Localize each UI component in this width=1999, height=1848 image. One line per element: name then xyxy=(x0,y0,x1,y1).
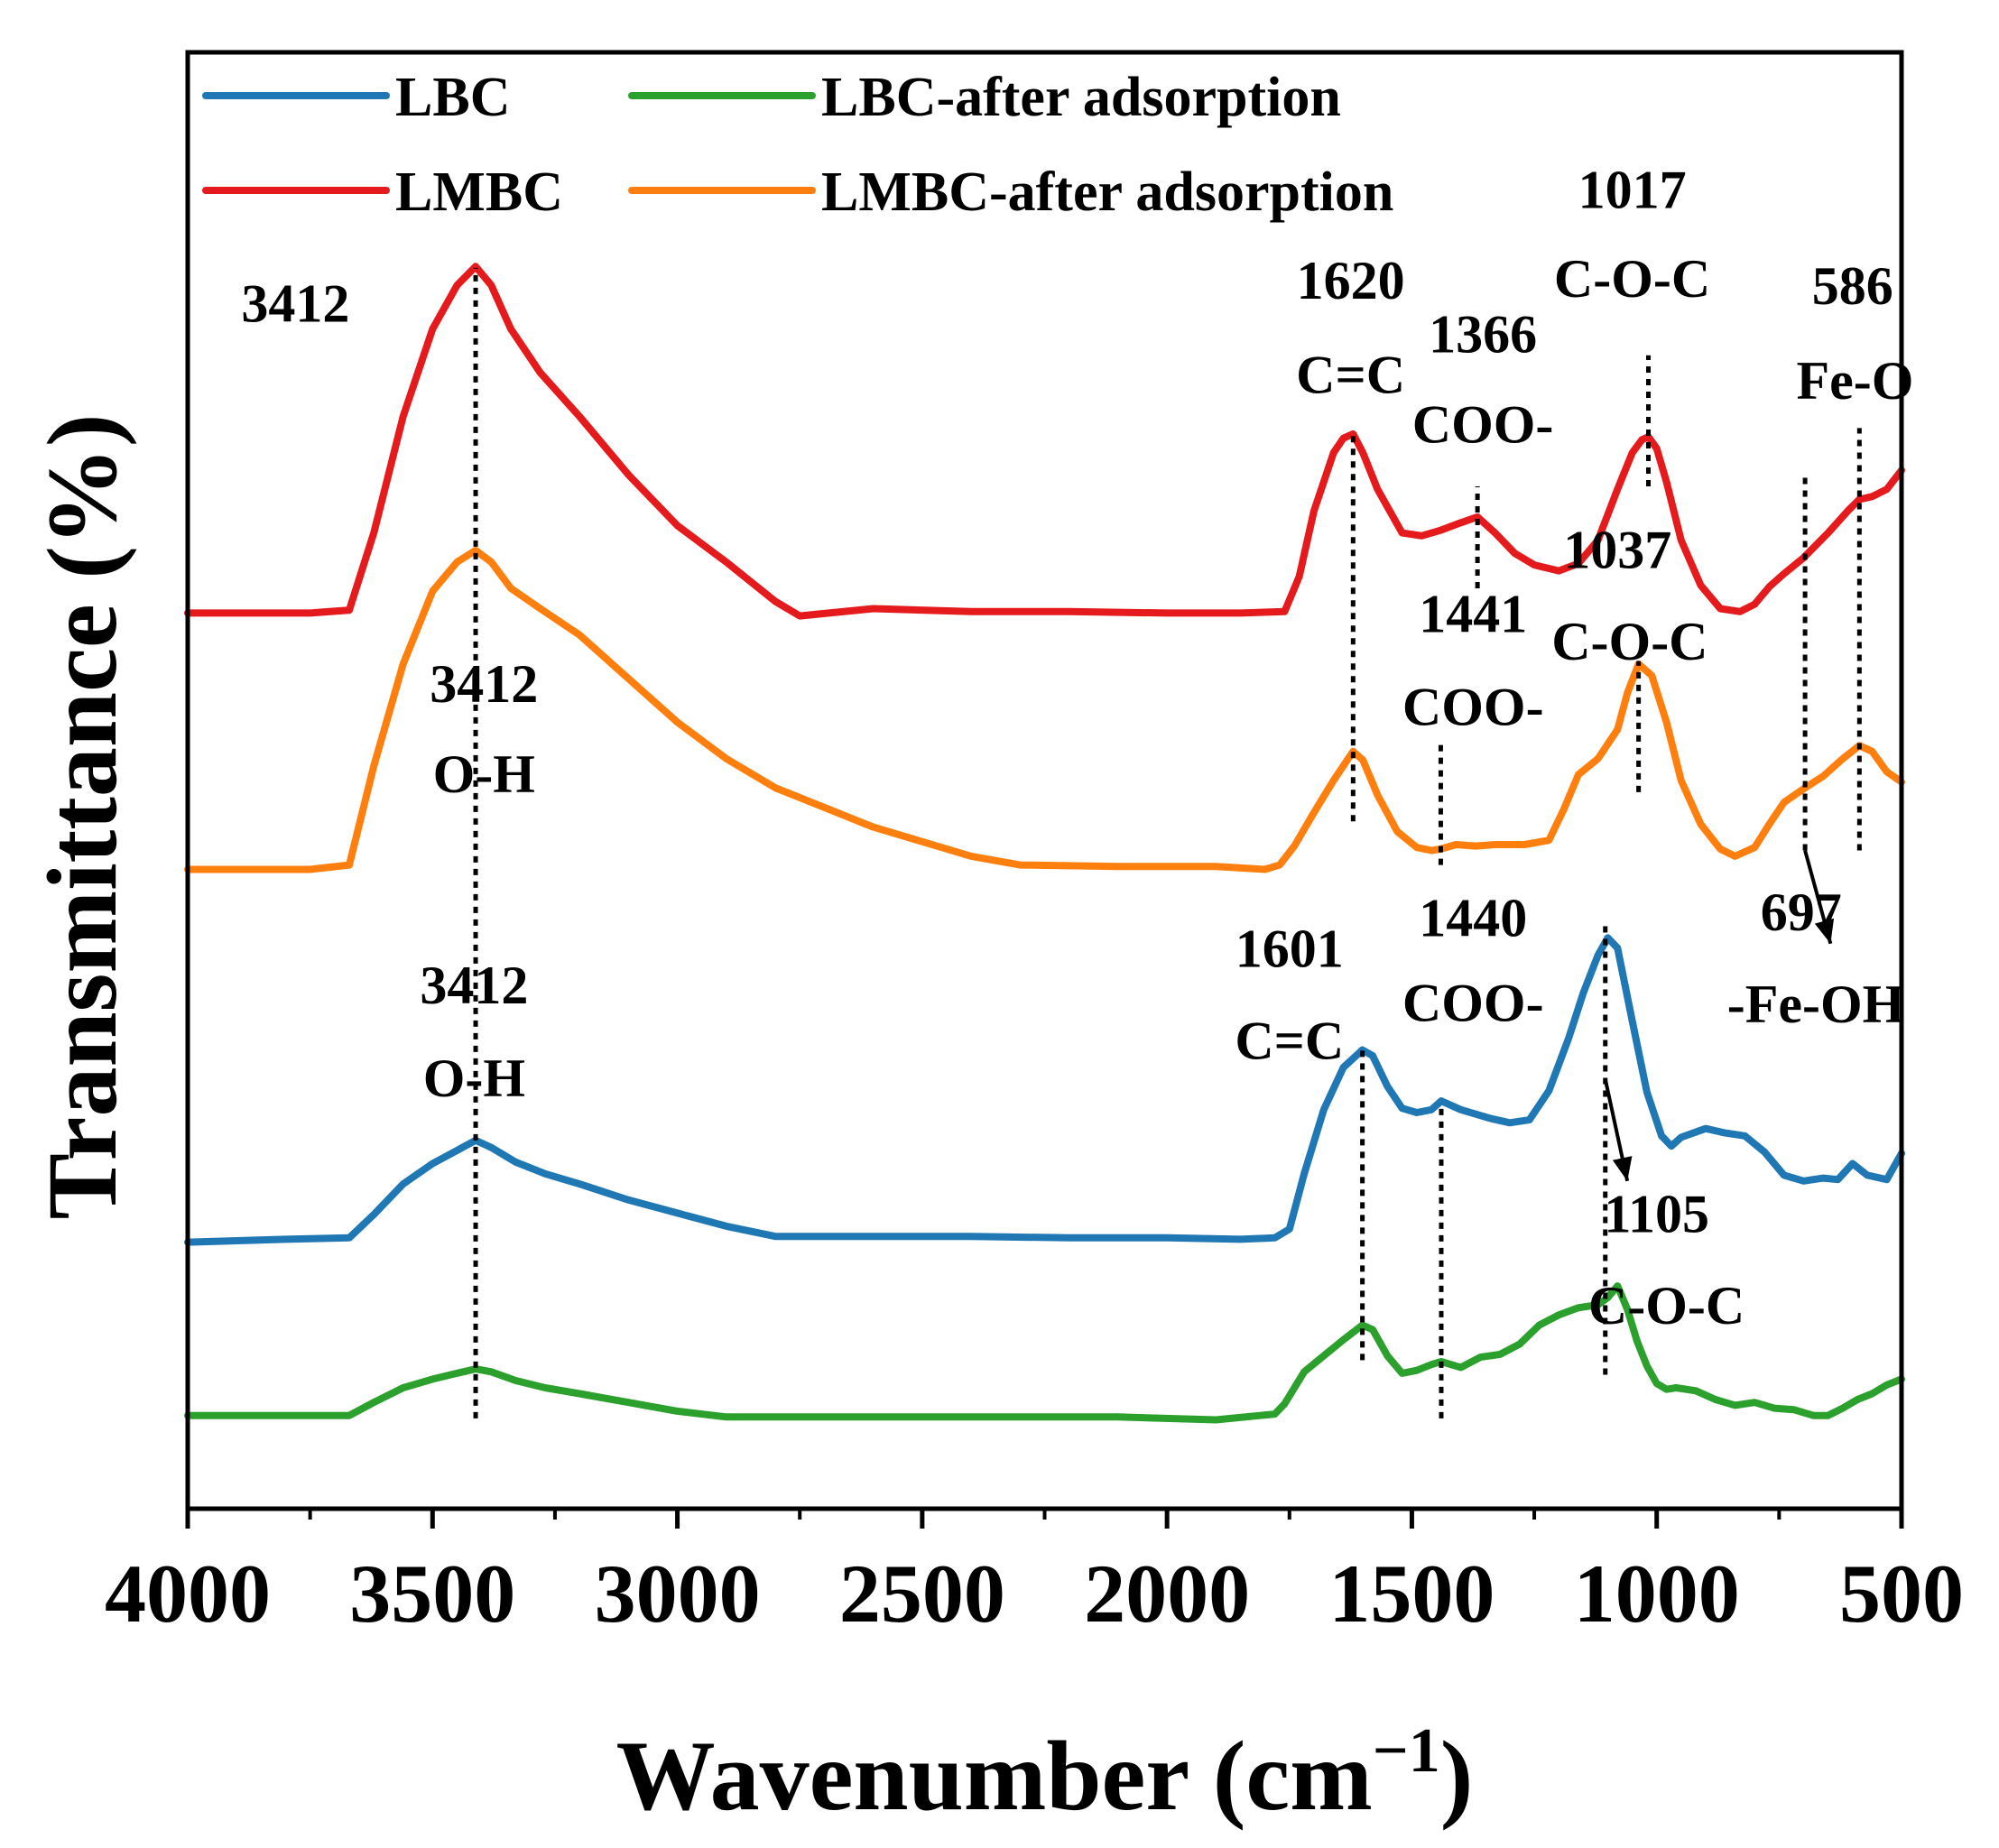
peak-annotation-coo: COO- xyxy=(1402,973,1544,1032)
x-tick-label-4000: 4000 xyxy=(105,1548,271,1640)
peak-annotation-fe-o: Fe-O xyxy=(1796,351,1913,411)
peak-annotation-c-o-c: C-O-C xyxy=(1551,612,1707,671)
reference-line-layer xyxy=(473,267,1862,1418)
peak-annotation-1105: 1105 xyxy=(1604,1184,1709,1243)
x-axis-title-close: ) xyxy=(1440,1721,1474,1831)
peak-annotation-3412: 3412 xyxy=(430,654,538,714)
series-line-lbc-after-adsorption xyxy=(184,1282,1905,1424)
series-layer xyxy=(184,263,1905,1424)
plot-area: 3412 3412 O-H 3412 O-H 1620 C=C 1366 COO- 1441 COO… xyxy=(105,50,1964,1640)
series-line-lmbc-after-adsorption xyxy=(184,547,1905,873)
x-tick-label-2500: 2500 xyxy=(839,1548,1005,1640)
peak-annotation-c-o-c: C-O-C xyxy=(1554,249,1710,309)
peak-annotation-1601: 1601 xyxy=(1235,919,1344,979)
peak-annotation-coo: COO- xyxy=(1402,678,1544,737)
peak-annotation-c-c: C=C xyxy=(1235,1011,1344,1070)
peak-annotation-o-h: O-H xyxy=(433,744,535,804)
peak-annotation-fe-oh: -Fe-OH xyxy=(1727,975,1905,1034)
x-tick-label-3000: 3000 xyxy=(595,1548,761,1640)
peak-annotation-3412: 3412 xyxy=(241,274,349,334)
legend-label-lmbc-after-adsorption: LMBC-after adsorption xyxy=(821,162,1393,223)
peak-annotation-1441: 1441 xyxy=(1419,584,1527,643)
x-tick-label-500: 500 xyxy=(1839,1548,1964,1640)
legend-label-lbc: LBC xyxy=(395,67,510,128)
peak-annotation-1017: 1017 xyxy=(1578,161,1687,220)
annotation-arrowhead-1 xyxy=(1612,1156,1633,1181)
peak-annotation-1037: 1037 xyxy=(1563,520,1671,579)
peak-annotation-3412: 3412 xyxy=(420,956,528,1015)
series-line-lbc xyxy=(184,934,1905,1246)
x-axis-title-main: Wavenumber (cm xyxy=(616,1721,1373,1831)
peak-annotation-o-h: O-H xyxy=(423,1049,525,1108)
x-axis-title: Wavenumber (cm−1) xyxy=(616,1716,1474,1831)
x-tick-label-1000: 1000 xyxy=(1574,1548,1740,1640)
legend-label-lbc-after-adsorption: LBC-after adsorption xyxy=(821,67,1341,128)
annotation-arrowhead-2 xyxy=(1814,918,1835,944)
x-axis: 4000 3500 3000 2500 2000 1500 1000 500 xyxy=(105,1509,1964,1640)
peak-annotation-c-o-c: C-O-C xyxy=(1588,1276,1744,1335)
annotation-layer: 3412 3412 O-H 3412 O-H 1620 C=C 1366 COO- 1441 COO… xyxy=(241,161,1913,1335)
x-tick-label-3500: 3500 xyxy=(349,1548,515,1640)
peak-annotation-1366: 1366 xyxy=(1429,304,1537,364)
x-tick-label-2000: 2000 xyxy=(1084,1548,1250,1640)
y-axis-title: Transmittance (%) xyxy=(27,413,137,1219)
peak-annotation-1620: 1620 xyxy=(1297,251,1405,310)
legend: LBC LBC-after adsorption LMBC LMBC-after ad… xyxy=(202,67,1393,223)
legend-label-lmbc: LMBC xyxy=(395,162,563,223)
peak-annotation-1440: 1440 xyxy=(1419,889,1527,948)
x-tick-label-1500: 1500 xyxy=(1328,1548,1495,1640)
x-axis-title-superscript: −1 xyxy=(1373,1716,1440,1786)
peak-annotation-c-c: C=C xyxy=(1296,346,1405,405)
peak-annotation-697: 697 xyxy=(1761,882,1842,942)
peak-annotation-586: 586 xyxy=(1812,256,1893,316)
peak-annotation-coo: COO- xyxy=(1412,395,1554,455)
series-line-lmbc xyxy=(184,263,1905,620)
